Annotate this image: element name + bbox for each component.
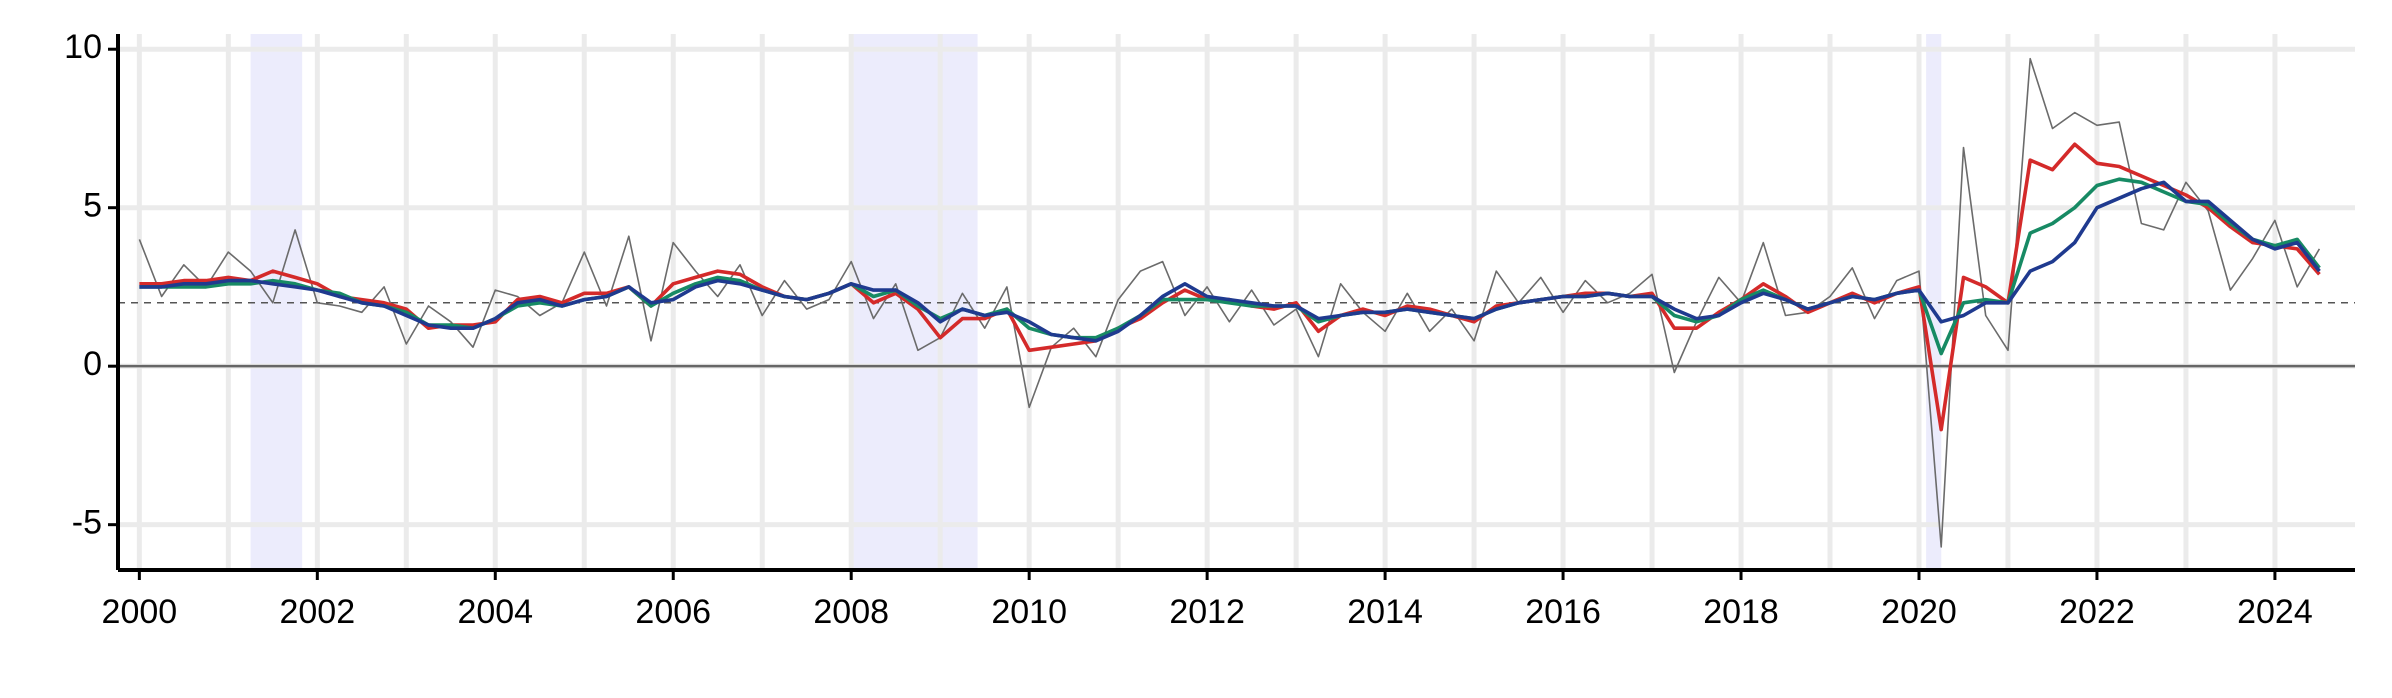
x-tick-label: 2018 (1703, 593, 1779, 631)
x-tick-label: 2016 (1525, 593, 1601, 631)
y-tick-label: 0 (83, 345, 102, 383)
x-tick-label: 2006 (635, 593, 711, 631)
y-tick-label: -5 (72, 504, 102, 542)
recession-band (250, 34, 303, 570)
x-tick-label: 2010 (991, 593, 1067, 631)
recession-band (1926, 34, 1942, 570)
x-tick-label: 2000 (102, 593, 178, 631)
x-tick-label: 2012 (1169, 593, 1245, 631)
series-line (139, 142, 2321, 432)
x-tick-label: 2024 (2237, 593, 2313, 631)
x-tick-label: 2008 (813, 593, 889, 631)
y-tick-label: 5 (83, 187, 102, 225)
series-line (138, 57, 2321, 548)
x-tick-label: 2004 (457, 593, 533, 631)
y-tick-label: 10 (64, 28, 102, 66)
x-tick-label: 2020 (1881, 593, 1957, 631)
x-tick-label: 2022 (2059, 593, 2135, 631)
x-tick-label: 2014 (1347, 593, 1423, 631)
series-line (139, 180, 2321, 343)
x-tick-label: 2002 (279, 593, 355, 631)
